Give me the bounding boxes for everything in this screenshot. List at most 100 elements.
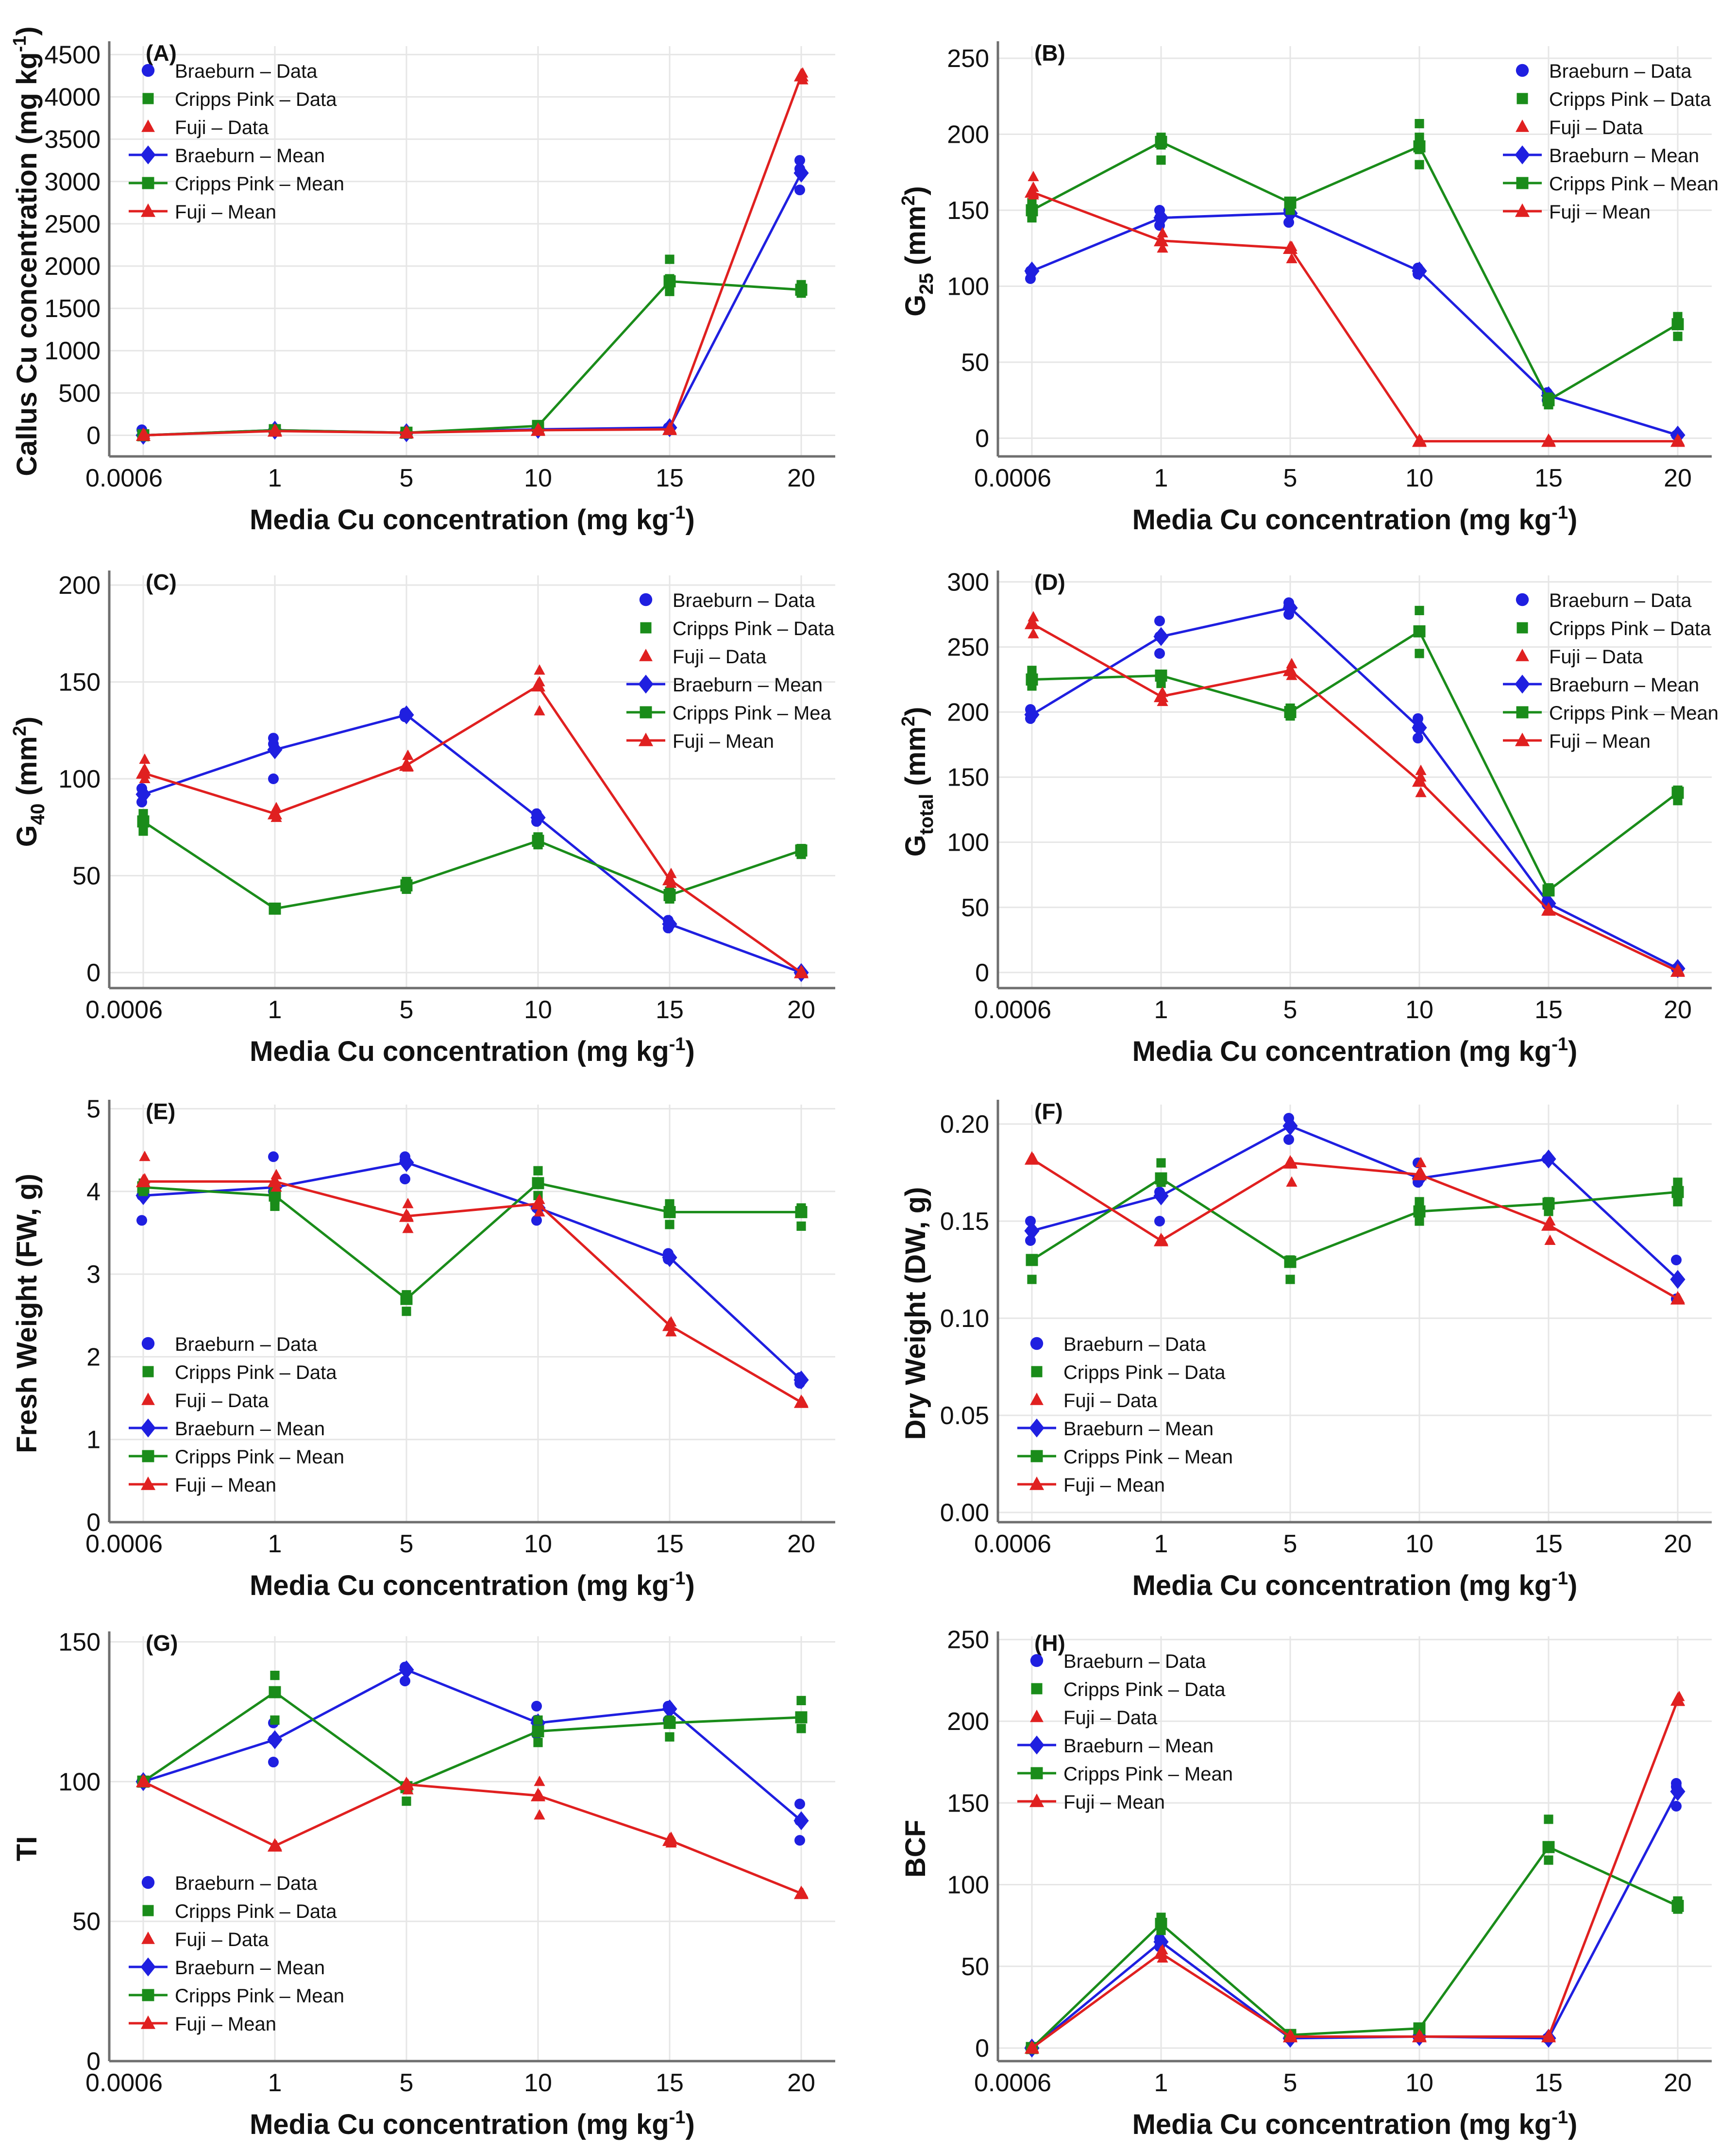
mean-marker [1153,233,1169,247]
mean-marker [1153,1932,1169,1951]
y-axis-title-mid: (mm [900,726,931,794]
x-axis-title: Media Cu concentration (mg kg-1) [1132,1034,1578,1067]
x-axis-title-end: ) [1568,2109,1577,2140]
mean-marker [1412,1166,1427,1180]
mean-marker [1024,184,1040,198]
legend-label: Fuji – Data [175,1929,269,1950]
legend-symbol [1516,64,1529,77]
mean-marker [795,284,808,296]
data-point [1415,649,1424,658]
legend-symbol [1030,1710,1044,1722]
legend-label: Fuji – Mean [1063,1475,1165,1496]
data-point [796,1696,806,1706]
series-braeburn [1024,1778,1685,2058]
series-fuji [135,67,809,441]
data-point [268,1757,279,1768]
legend-symbol [141,64,155,77]
data-point [1415,1197,1424,1207]
legend-symbol [140,1476,156,1490]
mean-marker [1024,1151,1040,1165]
mean-line-cripps-pink [143,1182,801,1300]
legend-label: Cripps Pink – Mean [175,1985,344,2007]
x-tick-label: 0.0006 [85,996,163,1024]
data-point [1157,242,1168,253]
panel-label: (F) [1034,1099,1063,1124]
mean-marker [1024,705,1040,724]
mean-marker [1670,963,1685,977]
legend-label: Fuji – Data [175,117,269,138]
legend-symbol [141,1337,155,1350]
y-tick-label: 50 [72,862,101,890]
legend-label: Cripps Pink – Data [1549,618,1711,639]
y-tick-label: 150 [947,764,989,792]
x-axis-title-end: ) [1568,1570,1577,1601]
y-tick-label: 0 [975,424,989,453]
y-tick-label: 250 [947,1626,989,1654]
legend-label: Cripps Pink – Data [175,1362,337,1383]
y-tick-label: 2500 [44,210,101,238]
mean-marker [267,1174,283,1188]
series-braeburn [135,1660,809,1846]
x-tick-label: 0.0006 [85,2069,163,2097]
x-axis-title-superscript: -1 [1551,503,1568,523]
legend: Braeburn – Data Cripps Pink – Data Fuji – … [129,1873,344,2035]
x-tick-label: 10 [1405,1530,1433,1558]
data-point [1156,1158,1166,1168]
mean-line-braeburn [143,1668,802,1822]
x-axis-title: Media Cu concentration (mg kg-1) [1132,2107,1578,2140]
series-braeburn [1024,203,1685,445]
mean-marker [1153,1945,1169,1959]
y-tick-label: 4000 [44,84,101,112]
y-tick-label: 0 [86,1509,101,1537]
data-point [1415,133,1424,142]
mean-marker [1284,196,1297,209]
legend-label: Fuji – Data [1549,117,1643,138]
mean-line-cripps-pink [142,1691,802,1789]
mean-marker [1670,1782,1685,1801]
data-point [1415,787,1427,797]
mean-line-cripps-pink [1031,1846,1679,2049]
x-tick-label: 0.0006 [974,2069,1051,2097]
mean-line-cripps-pink [1031,140,1679,402]
mean-marker [1670,1291,1685,1305]
data-point [268,1151,279,1162]
data-point [794,155,805,166]
chart-panel-f: 0.000.050.100.150.200.0006 1 5 10 15 20Media … [900,1099,1712,1601]
mean-marker [1413,625,1426,638]
legend-label: Fuji – Data [673,646,767,668]
chart-panel-a: 0 500 1000 1500 2000 2500 3000 3500 4000 4500 0.00… [10,26,835,536]
legend-label: Braeburn – Mean [673,674,823,696]
x-tick-label: 15 [656,1530,684,1558]
mean-marker [1541,433,1556,447]
y-tick-label: 50 [961,1953,989,1981]
panel-label: (G) [146,1630,178,1656]
x-tick-label: 5 [1283,996,1298,1024]
legend-label: Fuji – Mean [175,2014,276,2035]
mean-marker [793,1885,809,1899]
data-point [1673,1177,1683,1187]
legend-symbol [638,674,654,694]
mean-marker [662,421,677,435]
legend-symbol [1030,1767,1043,1780]
series-fuji [1024,170,1685,447]
x-axis-title-superscript: -1 [669,1568,686,1589]
mean-marker [663,889,676,901]
mean-marker [1282,1116,1298,1136]
legend: Braeburn – Data Cripps Pink – Data Fuji – … [129,1334,344,1496]
mean-line-fuji [143,684,802,974]
y-tick-label: 200 [947,1708,989,1736]
legend-label: Braeburn – Data [1549,590,1692,611]
x-tick-label: 20 [787,2069,815,2097]
data-point [665,254,674,264]
legend-symbol [140,1957,156,1977]
legend-symbol [141,1931,155,1944]
x-axis-title-end: ) [1568,504,1577,536]
legend-symbol [142,1366,154,1377]
data-point [534,1775,545,1786]
data-point [1028,628,1039,638]
data-point [1286,252,1298,264]
x-tick-label: 15 [656,2069,684,2097]
data-point [796,1221,806,1231]
